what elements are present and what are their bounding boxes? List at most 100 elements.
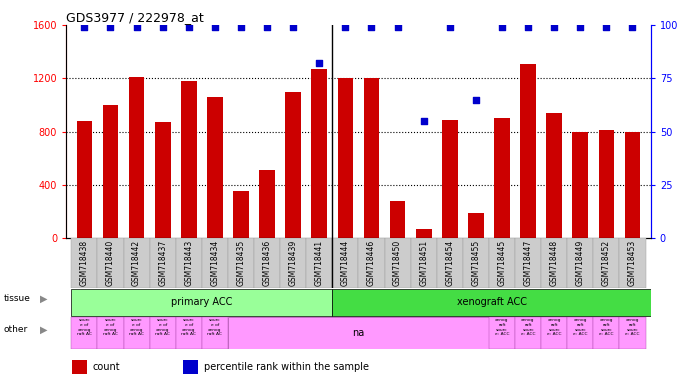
- Bar: [358, 238, 384, 288]
- Text: GSM718443: GSM718443: [184, 240, 193, 286]
- Text: GSM718453: GSM718453: [628, 240, 637, 286]
- Bar: [72, 238, 97, 288]
- Point: [287, 24, 299, 30]
- Bar: [207, 97, 223, 238]
- Text: sourc
e of
xenog
raft AC: sourc e of xenog raft AC: [129, 318, 144, 336]
- Bar: [97, 317, 124, 349]
- Bar: [468, 214, 484, 238]
- Bar: [311, 69, 327, 238]
- Bar: [625, 132, 640, 238]
- Point: [523, 24, 534, 30]
- Bar: [463, 238, 489, 288]
- Bar: [593, 317, 619, 349]
- Point: [340, 24, 351, 30]
- Text: GSM718441: GSM718441: [315, 240, 324, 286]
- Text: GSM718437: GSM718437: [158, 240, 167, 286]
- Bar: [124, 317, 150, 349]
- Text: GSM718444: GSM718444: [341, 240, 350, 286]
- Bar: [333, 238, 358, 288]
- Bar: [515, 317, 541, 349]
- Point: [418, 118, 429, 124]
- Bar: [546, 113, 562, 238]
- Bar: [489, 238, 515, 288]
- Text: GSM718440: GSM718440: [106, 240, 115, 286]
- Point: [366, 24, 377, 30]
- Bar: [233, 192, 249, 238]
- Bar: [541, 317, 567, 349]
- Point: [262, 24, 273, 30]
- Bar: [489, 317, 515, 349]
- Bar: [124, 238, 150, 288]
- Bar: [363, 78, 379, 238]
- Bar: [572, 132, 588, 238]
- Text: xenog
raft
sourc
e: ACC: xenog raft sourc e: ACC: [599, 318, 614, 336]
- Text: GSM718442: GSM718442: [132, 240, 141, 286]
- Text: GSM718445: GSM718445: [498, 240, 507, 286]
- Bar: [97, 238, 124, 288]
- Bar: [181, 81, 197, 238]
- Bar: [228, 238, 254, 288]
- Text: xenog
raft
sourc
e: ACC: xenog raft sourc e: ACC: [547, 318, 562, 336]
- Bar: [202, 317, 228, 349]
- Bar: [567, 317, 593, 349]
- Point: [575, 24, 586, 30]
- Bar: [515, 238, 541, 288]
- Bar: [202, 238, 228, 288]
- Text: primary ACC: primary ACC: [171, 297, 232, 308]
- Text: GSM718448: GSM718448: [550, 240, 559, 286]
- Bar: [259, 170, 275, 238]
- Point: [470, 96, 482, 103]
- Point: [79, 24, 90, 30]
- Point: [444, 24, 455, 30]
- Bar: [228, 317, 489, 349]
- Bar: [541, 238, 567, 288]
- Text: GSM718452: GSM718452: [602, 240, 611, 286]
- Text: GSM718436: GSM718436: [262, 240, 271, 286]
- Text: GSM718455: GSM718455: [471, 240, 480, 286]
- Text: sourc
e of
xenog
raft AC: sourc e of xenog raft AC: [77, 318, 92, 336]
- Bar: [619, 238, 646, 288]
- Bar: [72, 317, 97, 349]
- Bar: [338, 78, 353, 238]
- Bar: [442, 119, 457, 238]
- Point: [392, 24, 403, 30]
- Bar: [72, 289, 333, 316]
- Point: [105, 24, 116, 30]
- Point: [183, 24, 194, 30]
- Text: xenog
raft
sourc
e: ACC: xenog raft sourc e: ACC: [495, 318, 509, 336]
- Text: sourc
e of
xenog
raft AC: sourc e of xenog raft AC: [182, 318, 196, 336]
- Text: xenog
raft
sourc
e: ACC: xenog raft sourc e: ACC: [521, 318, 535, 336]
- Bar: [129, 77, 145, 238]
- Bar: [183, 360, 198, 374]
- Text: xenog
raft
sourc
e: ACC: xenog raft sourc e: ACC: [573, 318, 587, 336]
- Text: count: count: [93, 362, 120, 372]
- Text: sourc
e of
xenog
raft AC: sourc e of xenog raft AC: [207, 318, 222, 336]
- Bar: [150, 317, 175, 349]
- Text: GSM718454: GSM718454: [445, 240, 454, 286]
- Point: [235, 24, 246, 30]
- Text: xenog
raft
sourc
e: ACC: xenog raft sourc e: ACC: [625, 318, 640, 336]
- Text: percentile rank within the sample: percentile rank within the sample: [203, 362, 368, 372]
- Point: [209, 24, 221, 30]
- Text: sourc
e of
xenog
raft AC: sourc e of xenog raft AC: [103, 318, 118, 336]
- Text: ▶: ▶: [40, 293, 47, 304]
- Bar: [175, 238, 202, 288]
- Text: GSM718439: GSM718439: [289, 240, 298, 286]
- Point: [601, 24, 612, 30]
- Bar: [155, 122, 171, 238]
- Bar: [567, 238, 593, 288]
- Bar: [384, 238, 411, 288]
- Bar: [254, 238, 280, 288]
- Point: [157, 24, 168, 30]
- Bar: [416, 229, 432, 238]
- Point: [627, 24, 638, 30]
- Text: GSM718435: GSM718435: [237, 240, 246, 286]
- Bar: [77, 121, 92, 238]
- Bar: [103, 105, 118, 238]
- Text: GSM718438: GSM718438: [80, 240, 89, 286]
- Bar: [619, 317, 646, 349]
- Bar: [285, 91, 301, 238]
- Bar: [599, 130, 615, 238]
- Bar: [520, 64, 536, 238]
- Text: GSM718434: GSM718434: [210, 240, 219, 286]
